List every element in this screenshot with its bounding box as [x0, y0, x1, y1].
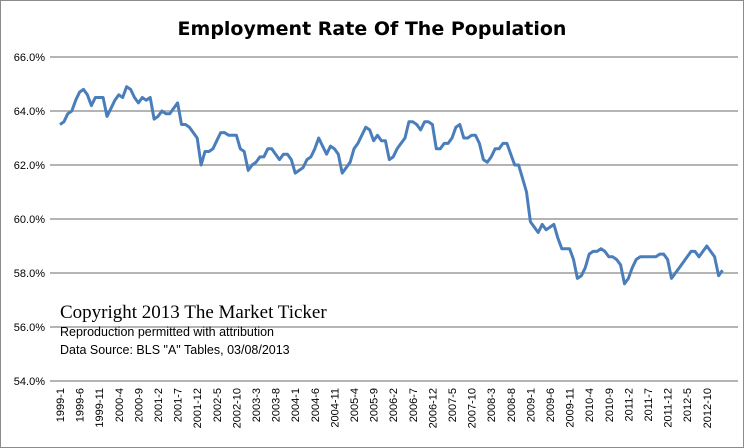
y-axis-ticks: 54.0% 56.0% 58.0% 60.0% 62.0% 64.0% 66.0% [14, 52, 45, 388]
x-tick-label: 2012-10 [702, 388, 714, 428]
x-tick-label: 2001-7 [173, 388, 185, 422]
x-tick-label: 2007-5 [447, 388, 459, 422]
x-tick-label: 2006-2 [388, 388, 400, 422]
x-tick-label: 2008-8 [506, 388, 518, 422]
x-tick-label: 2002-5 [212, 388, 224, 422]
series-line [59, 85, 724, 286]
y-tick-label: 64.0% [14, 106, 45, 118]
x-tick-label: 2011-2 [623, 388, 635, 421]
x-axis-ticks: 1999-1 1999-6 1999-11 2000-4 2000-9 2001-2 200… [55, 388, 714, 428]
x-tick-label: 2001-12 [192, 388, 204, 428]
y-tick-label: 62.0% [14, 160, 45, 172]
y-tick-label: 66.0% [14, 52, 45, 64]
x-tick-label: 2000-4 [114, 388, 126, 422]
x-tick-label: 2005-4 [349, 388, 361, 422]
y-tick-label: 60.0% [14, 214, 45, 226]
x-tick-label: 2000-9 [133, 388, 145, 422]
y-tick-label: 56.0% [14, 322, 45, 334]
gridlines [50, 56, 738, 382]
x-tick-label: 2011-7 [643, 388, 655, 421]
x-tick-label: 2006-12 [427, 388, 439, 428]
x-tick-label: 2009-6 [545, 388, 557, 422]
reproduction-annotation: Reproduction permitted with attribution [60, 325, 274, 339]
x-tick-label: 2008-3 [486, 388, 498, 422]
x-tick-label: 2009-11 [565, 388, 577, 428]
x-tick-label: 2010-4 [584, 388, 596, 422]
x-tick-label: 2011-12 [663, 388, 675, 428]
x-tick-label: 2003-3 [251, 388, 263, 422]
series-layer [59, 85, 724, 286]
x-tick-label: 2007-10 [467, 388, 479, 428]
x-tick-label: 2002-10 [231, 388, 243, 428]
x-tick-label: 2009-1 [525, 388, 537, 422]
copyright-annotation: Copyright 2013 The Market Ticker [60, 302, 327, 323]
x-tick-label: 2012-5 [682, 388, 694, 422]
x-tick-label: 1999-1 [55, 388, 67, 422]
x-tick-label: 2006-7 [408, 388, 420, 422]
x-tick-label: 2004-6 [310, 388, 322, 422]
y-tick-label: 58.0% [14, 268, 45, 280]
x-tick-label: 1999-11 [94, 388, 106, 428]
source-annotation: Data Source: BLS "A" Tables, 03/08/2013 [60, 343, 290, 357]
x-tick-label: 1999-6 [75, 388, 87, 422]
x-tick-label: 2004-11 [329, 388, 341, 428]
chart-title: Employment Rate Of The Population [178, 18, 567, 40]
y-tick-label: 54.0% [14, 376, 45, 388]
x-tick-label: 2010-9 [604, 388, 616, 422]
x-tick-label: 2004-1 [290, 388, 302, 422]
x-tick-label: 2003-8 [271, 388, 283, 422]
x-tick-label: 2005-9 [369, 388, 381, 422]
x-tick-label: 2001-2 [153, 388, 165, 422]
